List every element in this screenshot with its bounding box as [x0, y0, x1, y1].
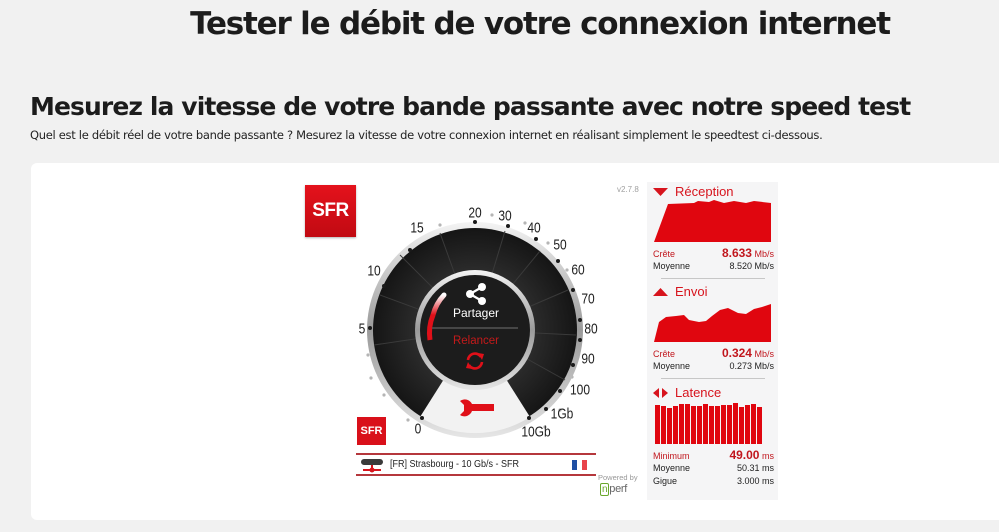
- download-section-title: Réception: [653, 184, 734, 199]
- intro-text: Quel est le débit réel de votre bande pa…: [30, 128, 823, 142]
- refresh-icon[interactable]: [464, 350, 486, 372]
- gauge-tick-15: 15: [410, 219, 424, 237]
- version-label: v2.7.8: [617, 185, 639, 194]
- latency-jitter-row: Gigue 3.000 ms: [653, 476, 774, 486]
- sfr-logo-small: SFR: [357, 417, 386, 445]
- gauge-dial: [366, 213, 583, 438]
- gauge-tick-50: 50: [553, 236, 567, 254]
- arrow-down-icon: [653, 187, 668, 196]
- left-right-arrows-icon: [653, 387, 668, 398]
- powered-by-label: Powered by: [598, 473, 638, 482]
- gauge-tick-10: 10: [367, 262, 381, 280]
- upload-graph: [654, 304, 771, 342]
- download-average-row: Moyenne 8.520 Mb/s: [653, 261, 774, 271]
- sfr-logo: SFR: [305, 185, 356, 237]
- gauge-tick-1gb: 1Gb: [550, 405, 574, 423]
- upload-peak-row: Crête 0.324 Mb/s: [653, 346, 774, 360]
- gauge-tick-80: 80: [584, 320, 598, 338]
- latency-average-row: Moyenne 50.31 ms: [653, 463, 774, 473]
- share-label[interactable]: Partager: [452, 306, 500, 320]
- gauge-tick-30: 30: [498, 207, 512, 225]
- latency-section-title: Latence: [653, 385, 721, 400]
- results-panel: Réception Crête 8.633 Mb/s Moyenne 8.520…: [647, 182, 778, 500]
- upload-section-title: Envoi: [653, 284, 708, 299]
- gauge-tick-100: 100: [569, 381, 591, 399]
- gauge-tick-70: 70: [581, 290, 595, 308]
- server-label: [FR] Strasbourg - 10 Gb/s - SFR: [390, 459, 520, 470]
- divider: [661, 378, 765, 379]
- upload-average-row: Moyenne 0.273 Mb/s: [653, 361, 774, 371]
- gauge-tick-10gb: 10Gb: [521, 423, 551, 441]
- gauge-tick-40: 40: [527, 219, 541, 237]
- speed-gauge: 0 5 10 15 20 30 40 50 60 70 80 90 100 1G…: [340, 195, 610, 445]
- nperf-text: perf: [609, 483, 628, 495]
- divider: [661, 278, 765, 279]
- france-flag-icon: [572, 460, 587, 470]
- download-peak-row: Crête 8.633 Mb/s: [653, 246, 774, 260]
- latency-minimum-row: Minimum 49.00 ms: [653, 448, 774, 462]
- gauge-tick-5: 5: [358, 320, 366, 338]
- settings-button[interactable]: [458, 398, 496, 418]
- server-icon: [361, 458, 383, 472]
- nperf-logo[interactable]: n perf: [600, 483, 628, 496]
- download-graph: [654, 200, 771, 242]
- wrench-icon: [460, 399, 494, 417]
- page-title: Tester le débit de votre connexion inter…: [190, 6, 891, 42]
- share-button[interactable]: [455, 282, 497, 306]
- relaunch-button[interactable]: Relancer: [452, 335, 500, 347]
- latency-graph: [655, 403, 762, 444]
- gauge-tick-20: 20: [468, 204, 482, 222]
- gauge-tick-60: 60: [571, 261, 585, 279]
- arrow-up-icon: [653, 287, 668, 296]
- share-icon: [466, 283, 486, 305]
- server-selector[interactable]: [FR] Strasbourg - 10 Gb/s - SFR: [356, 453, 596, 476]
- gauge-tick-90: 90: [581, 350, 595, 368]
- gauge-tick-0: 0: [414, 420, 422, 438]
- section-heading: Mesurez la vitesse de votre bande passan…: [30, 92, 911, 121]
